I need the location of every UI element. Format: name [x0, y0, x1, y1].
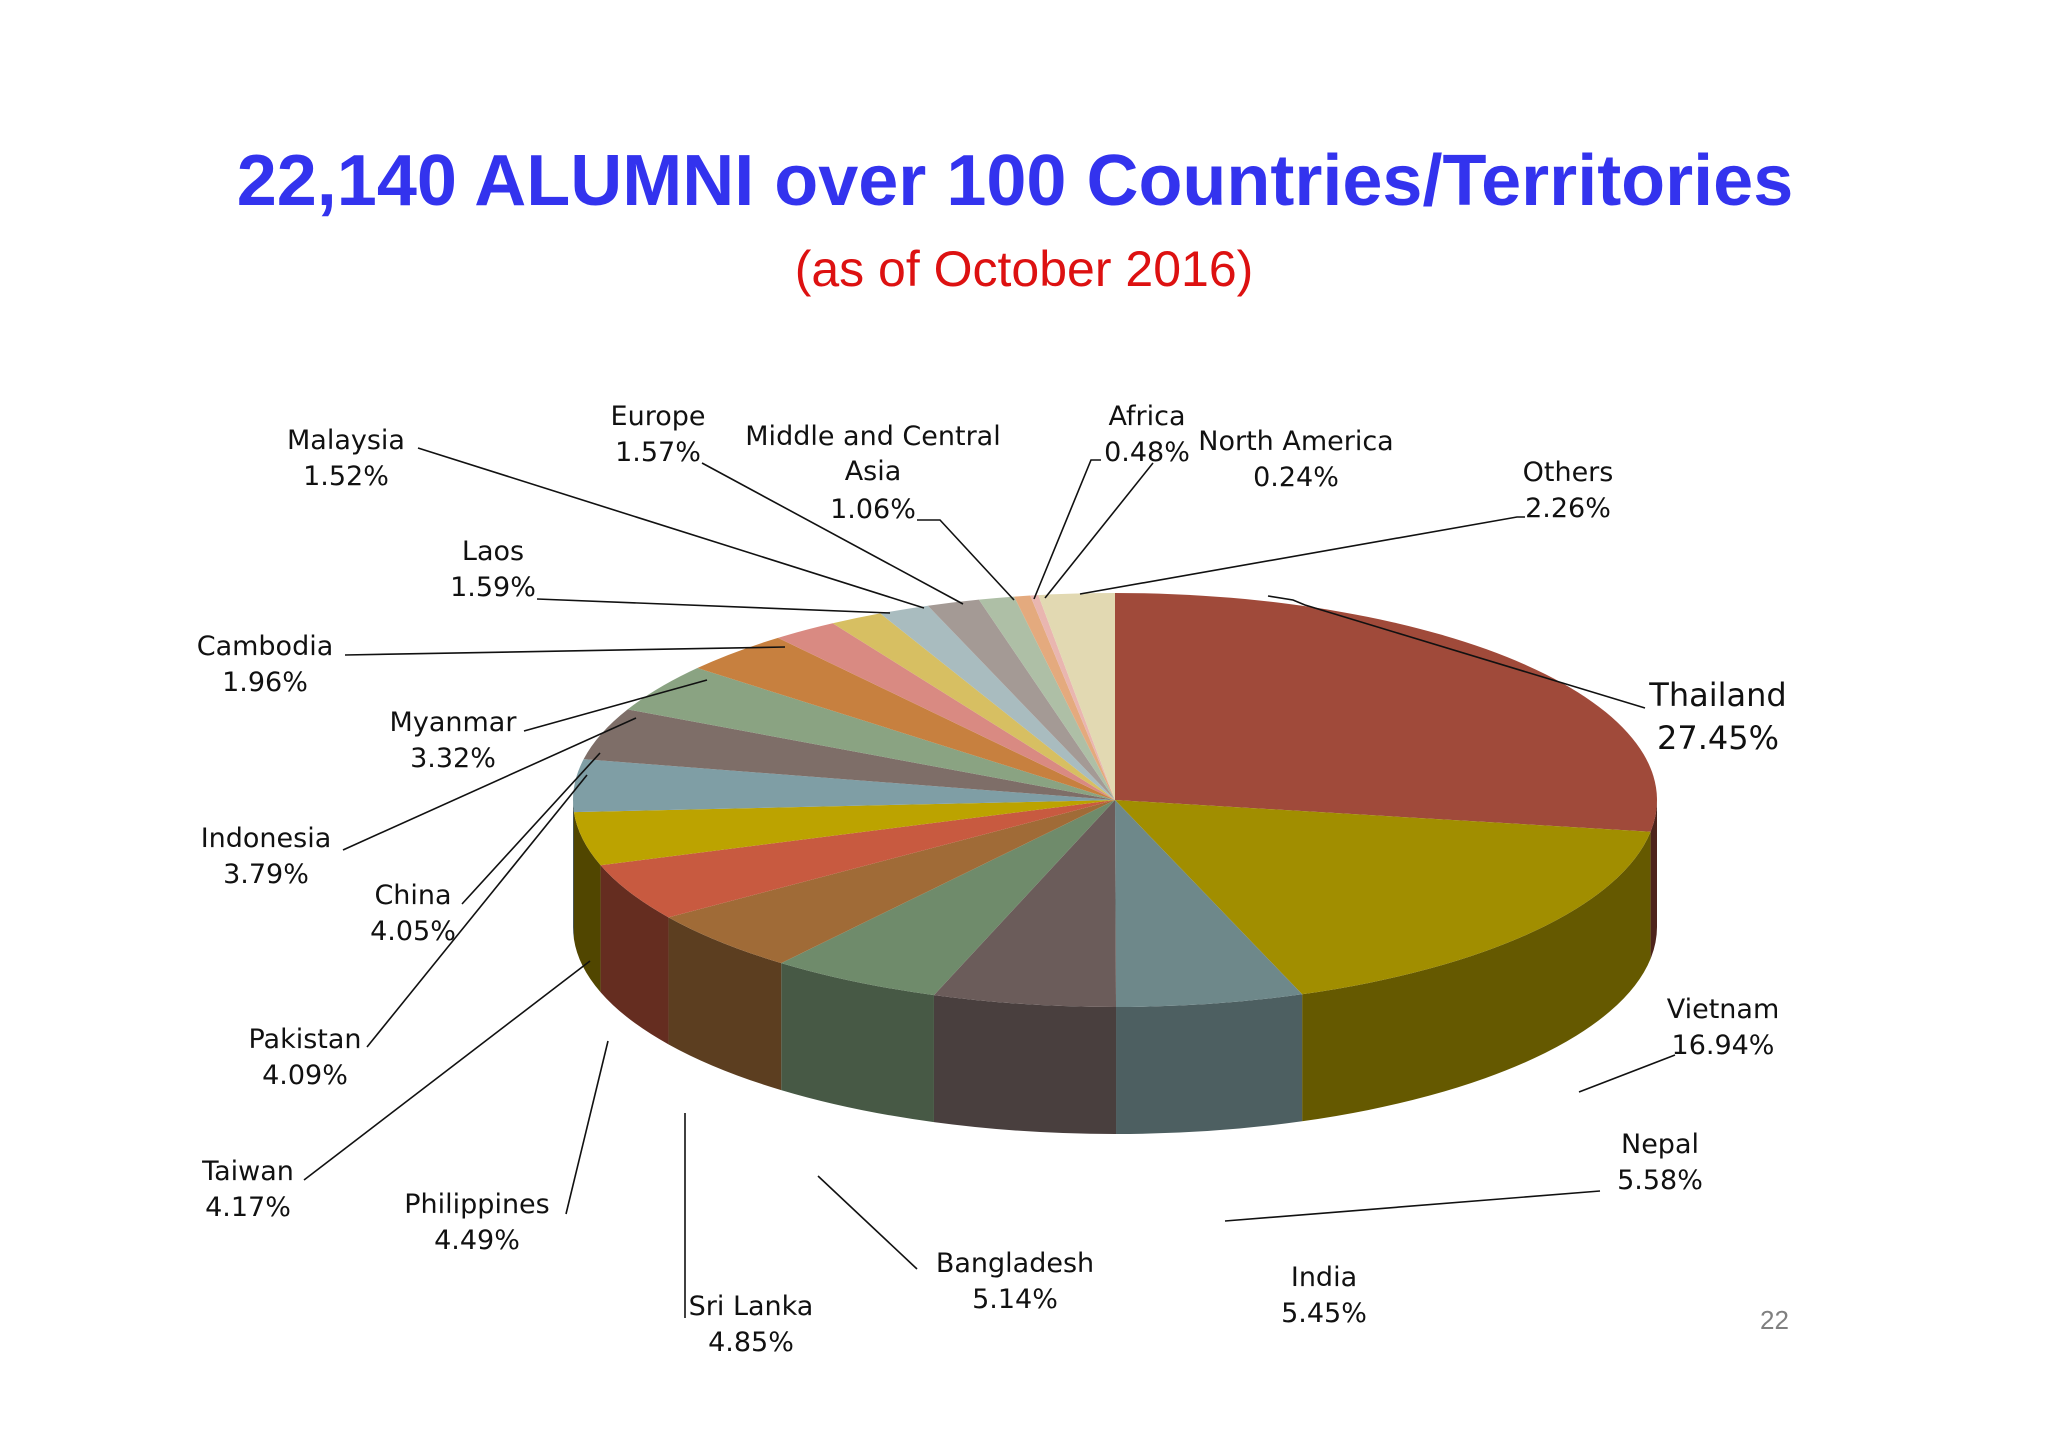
pie-side-sri-lanka [668, 917, 782, 1091]
leader-line-vietnam [1578, 1054, 1676, 1093]
slice-value-thailand: 27.45% [1657, 719, 1779, 757]
slice-value-indonesia: 3.79% [223, 859, 309, 890]
slice-label-europe: Europe [611, 401, 706, 432]
leader-line-indonesia [342, 717, 637, 851]
pie-side-nepal [1116, 994, 1303, 1134]
slice-value-bangladesh: 5.14% [972, 1284, 1058, 1315]
pie-slice-malaysia [880, 605, 1115, 800]
leader-line-middle-and-central-asia [917, 519, 1015, 601]
slice-label-thailand: Thailand [1648, 676, 1786, 714]
pie-slice-pakistan [573, 759, 1115, 813]
leader-lines [303, 447, 1676, 1318]
leader-line-europe [701, 462, 964, 605]
pie-slice-sri-lanka [668, 800, 1115, 964]
pie-side-vietnam [1302, 831, 1651, 1122]
slice-label-africa: Africa [1108, 401, 1185, 432]
pie-slice-bangladesh [781, 800, 1115, 996]
slice-label-china: China [374, 880, 451, 911]
leader-line-others [1079, 516, 1525, 595]
slice-label-nepal: Nepal [1621, 1129, 1699, 1160]
leader-line-north-america [1044, 462, 1154, 599]
pie-side-taiwan [573, 812, 601, 993]
slice-label-north-america: North America [1198, 426, 1393, 457]
leader-line-laos [536, 598, 891, 614]
leader-line-malaysia [417, 447, 925, 609]
pie-slice-china [583, 709, 1115, 800]
leader-line-nepal [1224, 1190, 1601, 1222]
slice-label-laos: Laos [462, 536, 524, 567]
slice-labels: Thailand 27.45% Vietnam 16.94% Nepal 5.58% Ind… [197, 401, 1787, 1358]
pie-slice-laos [832, 613, 1115, 800]
leader-line-thailand [1267, 595, 1646, 709]
slice-value-malaysia: 1.52% [303, 461, 389, 492]
slice-value-myanmar: 3.32% [410, 743, 496, 774]
pie-slice-myanmar [697, 637, 1115, 800]
leader-line-philippines [565, 1040, 609, 1215]
slice-label-cambodia: Cambodia [197, 631, 334, 662]
pie-slice-vietnam [1115, 800, 1651, 995]
slice-label-indonesia: Indonesia [201, 823, 332, 854]
pie-slice-europe [927, 599, 1115, 800]
pie-slice-nepal [1115, 800, 1303, 1007]
slice-label-myanmar: Myanmar [390, 707, 518, 738]
pie-slice-taiwan [573, 800, 1115, 866]
pie-slice-india [933, 800, 1117, 1007]
slice-value-north-america: 0.24% [1253, 462, 1339, 493]
chart-title: 22,140 ALUMNI over 100 Countries/Territo… [236, 141, 1794, 221]
slice-label-bangladesh: Bangladesh [936, 1248, 1094, 1279]
slice-value-laos: 1.59% [450, 572, 536, 603]
pie-slice-africa [1014, 595, 1115, 800]
slice-label-india: India [1291, 1262, 1357, 1293]
slice-label-middle-and-central-asia: Middle and Central Asia [745, 421, 1000, 487]
slice-value-africa: 0.48% [1104, 437, 1190, 468]
pie-side-layer [573, 800, 1657, 1134]
page-number: 22 [1760, 1305, 1789, 1335]
slice-label-philippines: Philippines [404, 1189, 549, 1220]
leader-line-china [461, 752, 601, 905]
pie-slice-thailand [1115, 593, 1657, 832]
pie-side-india [933, 995, 1117, 1134]
slice-value-nepal: 5.58% [1617, 1165, 1703, 1196]
slice-value-europe: 1.57% [615, 437, 701, 468]
leader-line-myanmar [523, 679, 708, 732]
pie-side-bangladesh [781, 963, 934, 1123]
slice-value-philippines: 4.49% [434, 1225, 520, 1256]
slice-label-malaysia: Malaysia [287, 425, 405, 456]
slice-value-sri-lanka: 4.85% [708, 1327, 794, 1358]
slice-label-pakistan: Pakistan [248, 1024, 361, 1055]
slice-value-middle-and-central-asia: 1.06% [830, 494, 916, 525]
chart-subtitle: (as of October 2016) [794, 241, 1254, 297]
leader-line-cambodia [344, 646, 786, 656]
leader-line-taiwan [303, 960, 591, 1181]
pie-slice-others [1038, 593, 1115, 800]
slice-value-others: 2.26% [1525, 493, 1611, 524]
slice-label-sri-lanka: Sri Lanka [689, 1291, 814, 1322]
pie-slice-middle-and-central-asia [978, 596, 1115, 800]
pie-slice-philippines [600, 800, 1115, 918]
pie-slice-north-america [1030, 595, 1115, 800]
pie-top-layer [573, 593, 1657, 1007]
slice-value-vietnam: 16.94% [1672, 1030, 1775, 1061]
pie-slice-cambodia [777, 623, 1115, 800]
pie-side-pakistan [573, 800, 574, 940]
slice-label-others: Others [1523, 457, 1614, 488]
leader-line-africa [1033, 459, 1101, 600]
slice-value-taiwan: 4.17% [205, 1192, 291, 1223]
slice-label-taiwan: Taiwan [201, 1156, 294, 1187]
slice-value-cambodia: 1.96% [222, 667, 308, 698]
leader-line-pakistan [366, 774, 588, 1048]
pie-slice-indonesia [627, 668, 1115, 800]
leader-line-bangladesh [817, 1175, 918, 1270]
slice-value-china: 4.05% [370, 916, 456, 947]
pie-side-thailand [1650, 800, 1657, 959]
slice-value-india: 5.45% [1281, 1298, 1367, 1329]
pie-side-philippines [600, 865, 669, 1045]
slice-label-vietnam: Vietnam [1667, 994, 1780, 1025]
slice-value-pakistan: 4.09% [262, 1060, 348, 1091]
